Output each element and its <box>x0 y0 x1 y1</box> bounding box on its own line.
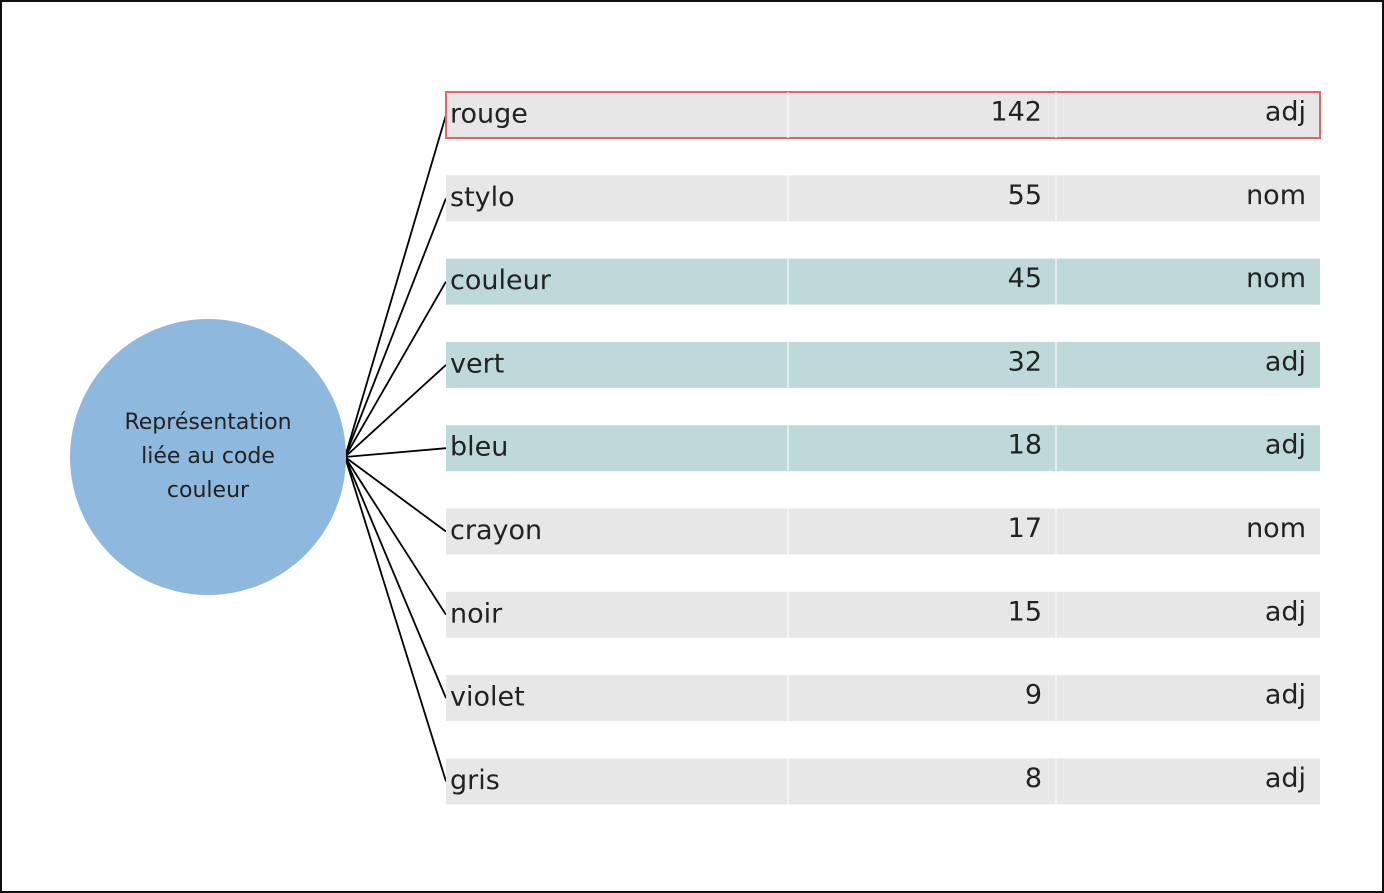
connector <box>344 197 447 458</box>
connector <box>344 447 447 458</box>
row <box>446 591 1320 638</box>
center-label-line: liée au code <box>141 444 275 469</box>
row <box>446 175 1320 222</box>
part-of-speech: nom <box>1246 263 1306 294</box>
count: 142 <box>990 97 1042 128</box>
part-of-speech: adj <box>1265 97 1306 128</box>
part-of-speech: adj <box>1265 596 1306 627</box>
row <box>446 508 1320 555</box>
row <box>446 425 1320 472</box>
row <box>446 341 1320 388</box>
word: bleu <box>450 432 508 463</box>
count: 17 <box>1008 513 1042 544</box>
word: stylo <box>450 182 515 213</box>
connector <box>344 456 447 533</box>
center-label-line: Représentation <box>124 410 291 435</box>
connector <box>344 456 447 782</box>
part-of-speech: adj <box>1265 763 1306 794</box>
part-of-speech: adj <box>1265 430 1306 461</box>
connector <box>344 281 447 458</box>
word: crayon <box>450 515 542 546</box>
count: 15 <box>1008 596 1042 627</box>
count: 32 <box>1008 346 1042 377</box>
center-label: Représentation liée au code couleur <box>124 410 291 503</box>
row <box>446 758 1320 805</box>
word: rouge <box>450 99 528 130</box>
count: 18 <box>1008 430 1042 461</box>
row <box>446 258 1320 305</box>
word: gris <box>450 765 500 796</box>
connector <box>344 456 447 616</box>
connector <box>344 456 447 699</box>
count: 9 <box>1025 680 1042 711</box>
count: 45 <box>1008 263 1042 294</box>
word: vert <box>450 348 504 379</box>
part-of-speech: nom <box>1246 180 1306 211</box>
connector <box>344 364 447 458</box>
word: couleur <box>450 265 552 296</box>
row <box>445 91 1321 139</box>
table: rouge 142 adj stylo 55 nom couleur 45 nom vert 32 a… <box>445 91 1321 805</box>
part-of-speech: adj <box>1265 346 1306 377</box>
part-of-speech: nom <box>1246 513 1306 544</box>
count: 55 <box>1008 180 1042 211</box>
center-node <box>70 319 346 595</box>
part-of-speech: adj <box>1265 680 1306 711</box>
count: 8 <box>1025 763 1042 794</box>
connectors <box>344 114 447 782</box>
center-label-line: couleur <box>167 478 250 503</box>
row <box>446 675 1320 722</box>
word: noir <box>450 598 503 629</box>
word: violet <box>450 682 525 713</box>
connector <box>344 114 447 458</box>
